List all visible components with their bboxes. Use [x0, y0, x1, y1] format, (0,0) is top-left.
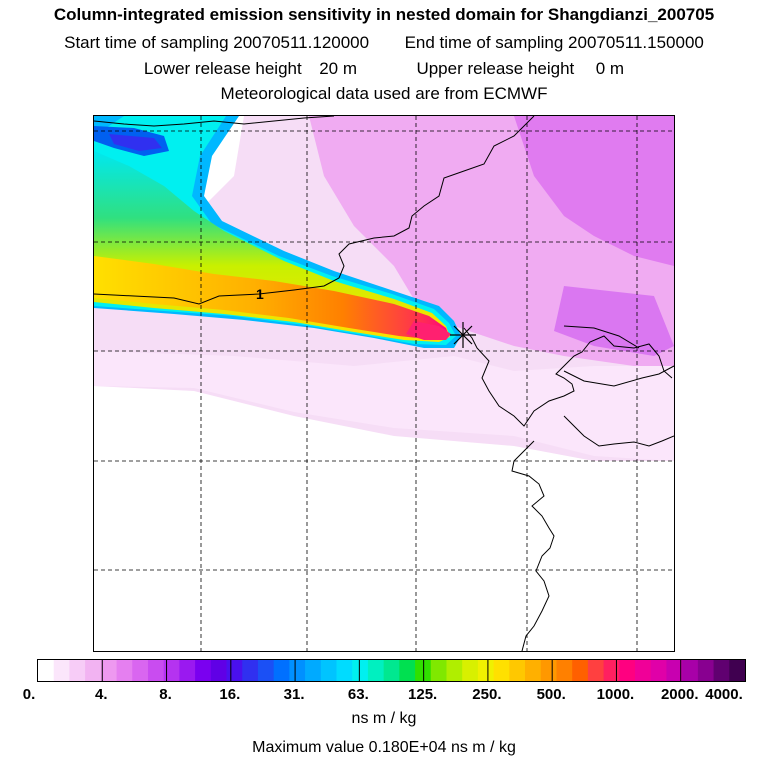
colorbar-swatch: [116, 660, 133, 681]
colorbar-tick-label: 0.: [22, 686, 36, 703]
colorbar-swatch: [383, 660, 400, 681]
colorbar-swatch: [619, 660, 636, 681]
sensitivity-map: 1: [94, 116, 674, 651]
colorbar-swatch: [572, 660, 589, 681]
lower-release-value: 20 m: [319, 59, 357, 78]
colorbar-swatch: [650, 660, 668, 681]
border-line: [563, 365, 674, 387]
start-time-label: Start time of sampling: [64, 33, 229, 52]
colorbar-swatch: [430, 660, 448, 681]
start-time-value: 20070511.120000: [233, 33, 370, 52]
coastline: [94, 116, 335, 127]
colorbar-swatch: [147, 660, 165, 681]
colorbar-swatch: [525, 660, 542, 681]
high-sensitivity-field: [514, 116, 674, 266]
colorbar-swatch: [587, 660, 605, 681]
colorbar-swatch: [446, 660, 463, 681]
colorbar-tick-label: 16.: [219, 686, 241, 703]
colorbar-swatch: [163, 660, 180, 681]
colorbar-swatch: [493, 660, 510, 681]
colorbar-swatch: [53, 660, 71, 681]
northwest-deep-blue-patch: [109, 134, 162, 151]
colorbar-swatch: [729, 660, 746, 681]
sampling-time-line: Start time of sampling 20070511.120000 E…: [0, 33, 768, 53]
colorbar-swatch: [273, 660, 290, 681]
colorbar-swatch: [462, 660, 479, 681]
colorbar-swatch: [242, 660, 259, 681]
colorbar-swatch: [132, 660, 149, 681]
colorbar-swatch: [477, 660, 495, 681]
colorbar-tick-label: 4000.: [705, 686, 743, 703]
colorbar-units: ns m / kg: [351, 710, 417, 727]
colorbar-swatch: [556, 660, 573, 681]
end-time-value: 20070511.150000: [568, 33, 704, 52]
colorbar-swatch: [713, 660, 730, 681]
colorbar-swatch: [352, 660, 369, 681]
coastline: [563, 415, 674, 447]
colorbar-swatch: [509, 660, 526, 681]
upper-release-value: 0 m: [595, 59, 625, 78]
meteorological-data-line: Meteorological data used are from ECMWF: [220, 84, 548, 103]
colorbar-swatch: [682, 660, 699, 681]
colorbar-swatch: [100, 660, 118, 681]
colorbar-tick-label: 2000.: [660, 686, 699, 703]
colorbar-swatch: [320, 660, 338, 681]
plume-core: [94, 256, 449, 340]
colorbar-swatch: [697, 660, 715, 681]
colorbar-tick-label: 31.: [283, 686, 305, 703]
colorbar-swatch: [226, 660, 243, 681]
colorbar-swatch: [179, 660, 196, 681]
coastline: [463, 327, 673, 427]
maximum-value-line: Maximum value 0.180E+04 ns m / kg: [0, 739, 768, 757]
colorbar-tick-label: 125.: [408, 686, 438, 703]
colorbar-swatch: [336, 660, 353, 681]
border-line: [563, 325, 640, 349]
colorbar-tick-label: 500.: [536, 686, 566, 703]
colorbar-tick-label: 4.: [95, 686, 108, 703]
colorbar-swatch: [69, 660, 86, 681]
receptor-marker: [450, 322, 476, 348]
upper-release-label: Upper release height: [416, 59, 575, 78]
colorbar-swatch: [305, 660, 322, 681]
maximum-value-units: ns m / kg: [450, 739, 516, 756]
map-title: Column-integrated emission sensitivity i…: [53, 5, 715, 24]
maximum-value-label: Maximum value: [252, 739, 365, 756]
release-height-line: Lower release height 20 m Upper release …: [0, 59, 768, 79]
colorbar-swatch: [38, 660, 55, 681]
plume-peak: [406, 321, 451, 340]
colorbar-tick-label: 250.: [472, 686, 502, 703]
colorbar-swatch: [85, 660, 102, 681]
colorbar-swatches: [38, 660, 746, 681]
colorbar-tick-label: 63.: [347, 686, 369, 703]
lat-lon-grid: [94, 116, 674, 651]
colorbar-swatch: [540, 660, 558, 681]
colorbar-swatch: [195, 660, 212, 681]
colorbar-swatch: [210, 660, 228, 681]
east-sensitivity-patch: [554, 286, 674, 356]
map-panel: 1: [93, 115, 675, 652]
colorbar-swatch: [257, 660, 275, 681]
contour-label: 1: [256, 286, 264, 302]
colorbar-swatch: [399, 660, 416, 681]
colorbar-swatch: [666, 660, 683, 681]
colorbar: [37, 659, 746, 682]
south-pale-field: [94, 351, 674, 461]
border-line: [94, 116, 535, 305]
colorbar-tick-label: 8.: [159, 686, 172, 703]
colorbar-swatch: [289, 660, 306, 681]
coastline: [511, 440, 555, 651]
colorbar-swatch: [603, 660, 620, 681]
end-time-label: End time of sampling: [404, 33, 564, 52]
colorbar-tick-label: 1000.: [596, 686, 635, 703]
colorbar-swatch: [367, 660, 385, 681]
lower-release-label: Lower release height: [143, 59, 302, 78]
maximum-value-number: 0.180E+04: [368, 739, 447, 756]
coastlines: [94, 116, 674, 651]
colorbar-swatch: [635, 660, 652, 681]
